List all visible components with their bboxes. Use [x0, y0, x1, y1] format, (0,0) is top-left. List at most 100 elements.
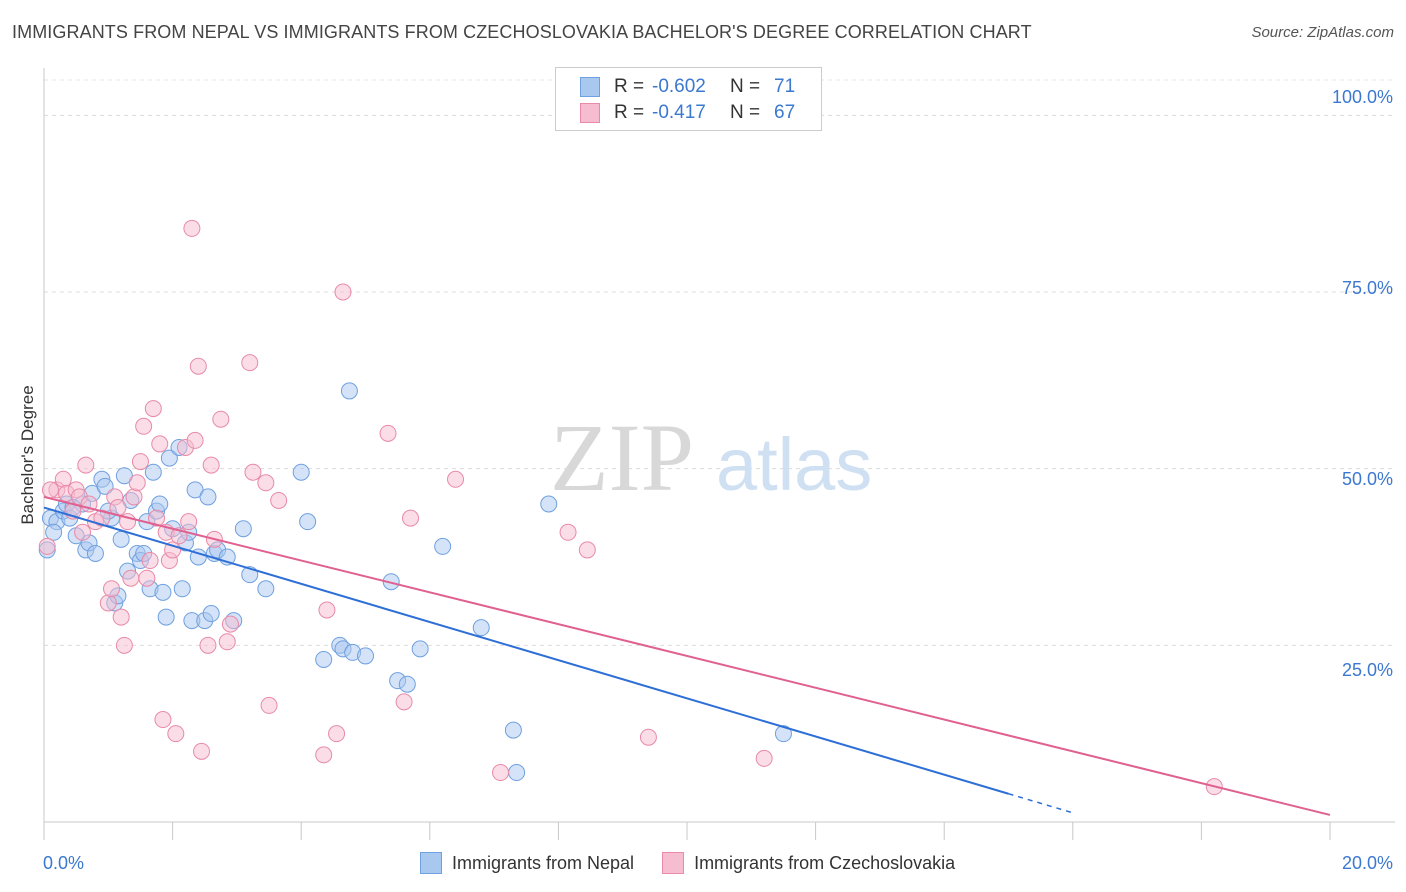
chart-title: IMMIGRANTS FROM NEPAL VS IMMIGRANTS FROM…: [12, 22, 1032, 42]
data-point: [77, 456, 95, 474]
data-point: [357, 647, 374, 665]
data-point: [99, 594, 117, 612]
x-tick-label-max: 20.0%: [1341, 853, 1393, 873]
data-point: [128, 474, 146, 492]
watermark-atlas: atlas: [716, 423, 872, 506]
n-value: 71: [774, 76, 796, 97]
watermark-zip: ZIP: [550, 404, 694, 511]
trend-lines: [43, 495, 1331, 816]
data-point: [578, 541, 596, 559]
data-point: [257, 474, 275, 492]
data-point: [183, 219, 201, 237]
data-point: [202, 605, 220, 623]
r-value: -0.417: [652, 102, 706, 123]
data-point: [508, 764, 526, 782]
data-point: [103, 580, 121, 598]
data-point: [112, 608, 130, 626]
data-point: [115, 636, 133, 654]
data-point: [160, 449, 178, 467]
data-point: [38, 537, 56, 555]
trend-line-1: [43, 495, 1331, 816]
y-tick-label-50: 50.0%: [1341, 469, 1393, 489]
data-point: [138, 569, 156, 587]
legend-item-nepal[interactable]: Immigrants from Nepal: [420, 852, 634, 874]
nepal-points: [38, 382, 792, 782]
data-point: [398, 675, 416, 693]
data-point: [299, 513, 317, 531]
y-tick-label-75: 75.0%: [1341, 278, 1393, 298]
legend-label-czechoslovakia: Immigrants from Czechoslovakia: [694, 852, 956, 873]
czechoslovakia-swatch: [580, 103, 600, 123]
data-point: [492, 764, 510, 782]
r-value: -0.602: [652, 76, 706, 97]
data-point: [151, 435, 169, 453]
x-tick-label-min: 0.0%: [43, 853, 85, 873]
data-point: [186, 431, 204, 449]
data-point: [202, 456, 220, 474]
n-key: N =: [730, 102, 761, 123]
nepal-swatch: [580, 77, 600, 97]
series-legend: Immigrants from Nepal Immigrants from Cz…: [420, 852, 983, 874]
data-point: [328, 725, 346, 743]
data-point: [395, 693, 413, 711]
data-point: [234, 520, 252, 538]
legend-item-czechoslovakia[interactable]: Immigrants from Czechoslovakia: [662, 852, 955, 874]
data-point: [54, 470, 72, 488]
czechoslovakia-legend-swatch: [662, 852, 685, 874]
data-point: [154, 711, 172, 729]
data-point: [447, 470, 465, 488]
data-point: [135, 417, 153, 435]
data-point: [334, 283, 352, 301]
data-point: [93, 509, 111, 527]
data-point: [402, 509, 420, 527]
data-point: [173, 580, 191, 598]
data-point: [141, 552, 159, 570]
data-point: [379, 424, 397, 442]
data-point: [154, 583, 172, 601]
data-point: [292, 463, 310, 481]
legend-label-nepal: Immigrants from Nepal: [452, 852, 635, 873]
data-point: [167, 725, 185, 743]
data-point: [180, 513, 198, 531]
data-point: [434, 537, 452, 555]
data-point: [157, 608, 175, 626]
data-point: [125, 488, 143, 506]
r-key: R =: [614, 76, 645, 97]
data-point: [74, 523, 92, 541]
data-point: [540, 495, 558, 513]
nepal-legend-swatch: [420, 852, 442, 874]
n-value: 67: [774, 102, 796, 123]
data-point: [340, 382, 358, 400]
data-point: [260, 696, 278, 714]
data-point: [472, 619, 490, 637]
data-point: [755, 749, 773, 767]
data-point: [144, 463, 162, 481]
data-point: [45, 523, 63, 541]
data-point: [86, 544, 104, 562]
data-point: [199, 488, 217, 506]
stats-legend: R = -0.602 N = 71 R = -0.417 N = 67: [555, 67, 822, 131]
data-point: [257, 580, 275, 598]
data-point: [559, 523, 577, 541]
data-point: [221, 615, 239, 633]
data-point: [112, 530, 130, 548]
axes: [43, 68, 1395, 840]
data-point: [96, 477, 114, 495]
trend-line-0: [43, 506, 1009, 795]
data-point: [41, 481, 59, 499]
data-point: [241, 354, 259, 372]
data-point: [774, 725, 792, 743]
data-point: [411, 640, 429, 658]
data-point: [218, 633, 236, 651]
data-point: [189, 357, 207, 375]
y-tick-label-100: 100.0%: [1331, 87, 1393, 107]
r-key: R =: [614, 102, 645, 123]
n-key: N =: [730, 76, 761, 97]
data-point: [270, 491, 288, 509]
data-point: [639, 728, 657, 746]
data-point: [315, 650, 333, 668]
source-attribution: Source: ZipAtlas.com: [1251, 24, 1394, 41]
data-point: [144, 400, 162, 418]
stats-row-czechoslovakia: R = -0.417 N = 67: [580, 101, 795, 125]
data-point: [122, 569, 140, 587]
